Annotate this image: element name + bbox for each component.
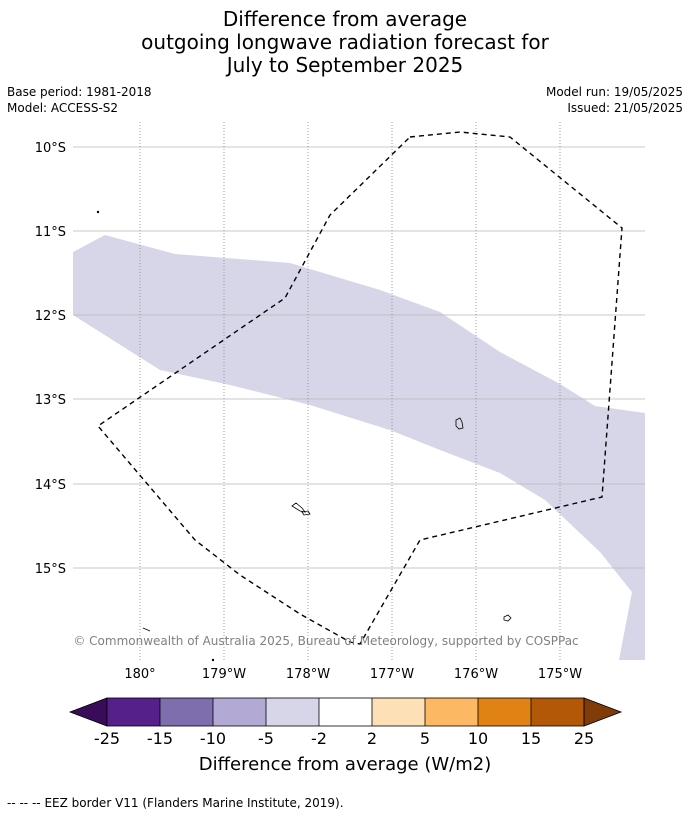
colorbar-segment-3: [213, 698, 266, 726]
title-line-1: Difference from average: [222, 7, 468, 31]
colorbar-tick-label: 2: [367, 729, 377, 748]
eez-legend: -- -- -- EEZ border V11 (Flanders Marine…: [7, 796, 344, 810]
colorbar-segment-6: [372, 698, 425, 726]
lon-label-175w: 175°W: [538, 667, 582, 682]
anomaly-region: [73, 235, 645, 660]
lon-label-180: 180°: [124, 667, 155, 682]
eez-legend-symbol: -- -- --: [7, 796, 41, 810]
longitude-labels: 180° 179°W 178°W 177°W 176°W 175°W: [124, 667, 582, 682]
model-name: Model: ACCESS-S2: [7, 101, 119, 115]
colorbar-over-arrow: [583, 697, 623, 727]
chart-title: Difference from average outgoing longwav…: [0, 8, 690, 77]
colorbar-segment-4: [266, 698, 319, 726]
island-nukunonu: [455, 417, 464, 430]
colorbar-segment-2: [160, 698, 213, 726]
colorbar-tick-label: -10: [200, 729, 226, 748]
latitude-labels: 10°S 11°S 12°S 13°S 14°S 15°S: [35, 141, 66, 577]
lat-label-11s: 11°S: [35, 225, 66, 240]
colorbar-tick-label: -15: [147, 729, 173, 748]
lat-label-14s: 14°S: [35, 478, 66, 493]
colorbar-tick-label: 5: [420, 729, 430, 748]
colorbar-segment-1: [107, 698, 160, 726]
colorbar-tick-labels: -25 -15 -10 -5 -2 2 5 10 15 25: [94, 729, 594, 748]
island-south: [503, 614, 512, 622]
island-group-west: [291, 502, 311, 516]
colorbar-tick-label: 15: [521, 729, 541, 748]
colorbar-tick-label: 25: [574, 729, 594, 748]
colorbar-tick-label: -25: [94, 729, 120, 748]
model-run: Model run: 19/05/2025: [545, 85, 683, 99]
copyright-notice: © Commonwealth of Australia 2025, Bureau…: [73, 634, 578, 648]
colorbar-tick-label: -2: [311, 729, 327, 748]
colorbar-segment-7: [425, 698, 478, 726]
eez-border: [96, 131, 623, 645]
colorbar-segment-5: [319, 698, 372, 726]
colorbar-under-arrow: [68, 697, 108, 727]
colorbar-outline: [106, 697, 585, 727]
map-figure: 10°S 11°S 12°S 13°S 14°S 15°S 180° 179°W…: [35, 122, 645, 775]
colorbar-tick-label: 10: [468, 729, 488, 748]
lat-label-15s: 15°S: [35, 562, 66, 577]
islet-northwest: [96, 210, 100, 214]
meta-left: Base period: 1981-2018 Model: ACCESS-S2: [7, 84, 152, 116]
title-line-2: outgoing longwave radiation forecast for: [141, 30, 549, 54]
meta-right: Model run: 19/05/2025 Issued: 21/05/2025: [546, 84, 683, 116]
colorbar-title: Difference from average (W/m2): [199, 754, 491, 775]
lon-label-178w: 178°W: [286, 667, 330, 682]
island-southwest: [142, 627, 151, 632]
colorbar-segment-8: [478, 698, 531, 726]
title-line-3: July to September 2025: [226, 53, 464, 77]
issued-date: Issued: 21/05/2025: [567, 101, 683, 115]
map-panel: 10°S 11°S 12°S 13°S 14°S 15°S 180° 179°W…: [35, 122, 645, 682]
islands: [96, 210, 512, 662]
colorbar-tick-label: -5: [258, 729, 274, 748]
islet-south: [211, 658, 215, 662]
lon-label-176w: 176°W: [454, 667, 498, 682]
colorbar-segment-9: [531, 698, 584, 726]
lon-label-179w: 179°W: [202, 667, 246, 682]
lat-label-12s: 12°S: [35, 309, 66, 324]
lat-label-13s: 13°S: [35, 393, 66, 408]
base-period: Base period: 1981-2018: [7, 85, 152, 99]
eez-legend-text: EEZ border V11 (Flanders Marine Institut…: [44, 796, 344, 810]
colorbar: -25 -15 -10 -5 -2 2 5 10 15 25 Differenc…: [68, 697, 623, 775]
lon-label-177w: 177°W: [370, 667, 414, 682]
lat-label-10s: 10°S: [35, 141, 66, 156]
latitude-gridlines: [73, 146, 645, 569]
